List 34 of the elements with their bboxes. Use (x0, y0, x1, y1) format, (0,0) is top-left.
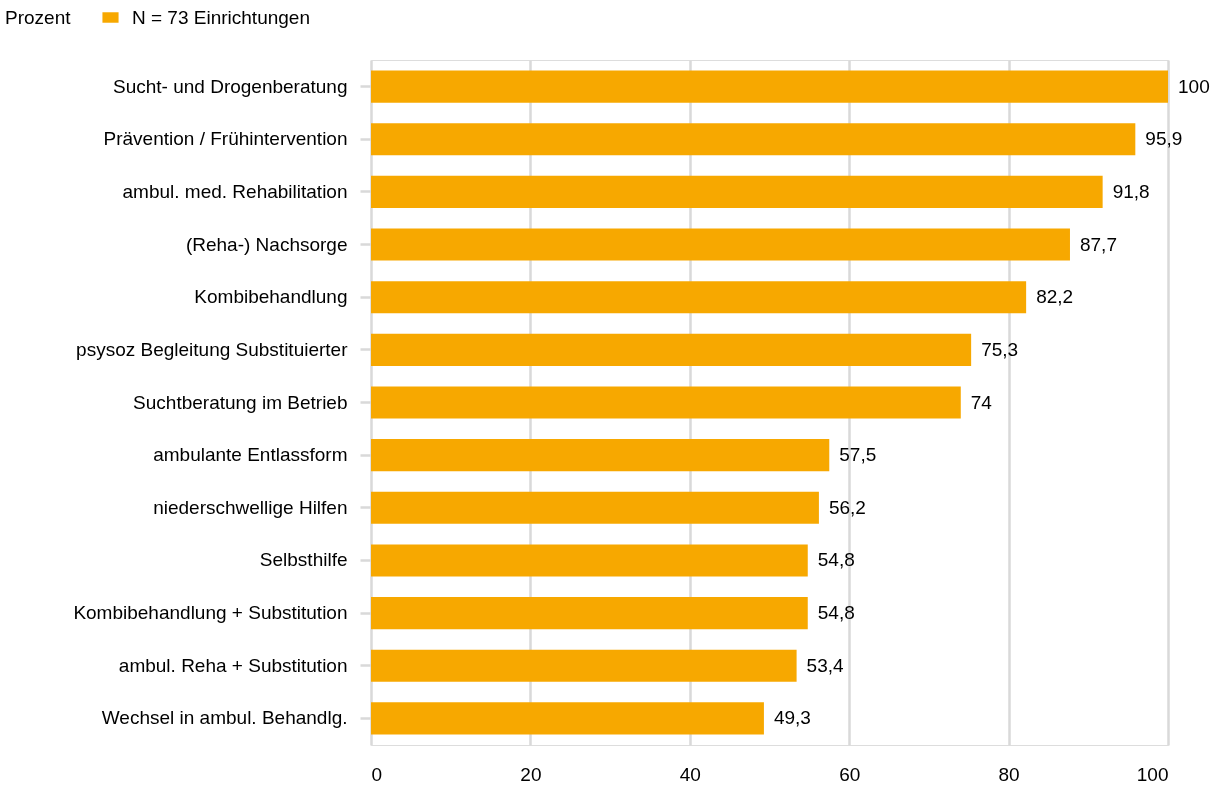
y-tick-label: Wechsel in ambul. Behandlg. (101, 707, 348, 729)
y-tick-label: psysoz Begleitung Substituierter (76, 338, 349, 360)
data-label: 95,9 (1145, 128, 1183, 150)
legend-label: N = 73 Einrichtungen (132, 6, 310, 28)
data-label: 54,8 (817, 602, 855, 624)
legend-title: Prozent (5, 7, 72, 28)
y-tick-label: Prävention / Frühintervention (103, 128, 348, 150)
data-label: 87,7 (1079, 233, 1117, 255)
data-label: 75,3 (981, 338, 1019, 360)
x-tick-label: 100 (1136, 763, 1169, 785)
x-tick-label: 40 (679, 763, 701, 785)
y-tick-label: ambul. Reha + Substitution (118, 654, 348, 676)
data-label: 53,4 (806, 654, 845, 676)
y-tick-label: Kombibehandlung + Substitution (73, 602, 348, 624)
x-tick-label: 20 (520, 763, 542, 785)
y-tick-label: (Reha-) Nachsorge (185, 233, 348, 255)
data-label: 57,5 (839, 444, 877, 466)
data-label: 56,2 (828, 496, 866, 518)
data-label: 82,2 (1036, 286, 1074, 308)
data-label: 100 (1178, 75, 1210, 97)
x-tick-label: 0 (371, 763, 383, 785)
y-tick-label: Kombibehandlung (194, 286, 348, 308)
data-label: 54,8 (817, 549, 855, 571)
data-label: 74 (970, 391, 993, 413)
x-tick-label: 80 (998, 763, 1020, 785)
y-tick-label: Suchtberatung im Betrieb (133, 391, 348, 413)
data-label: 91,8 (1112, 180, 1150, 202)
y-tick-label: Sucht- und Drogenberatung (113, 75, 348, 97)
y-tick-label: niederschwellige Hilfen (153, 496, 348, 518)
y-tick-label: ambulante Entlassform (153, 444, 348, 466)
x-tick-label: 60 (839, 763, 861, 785)
data-label: 49,3 (773, 707, 811, 729)
y-tick-label: Selbsthilfe (259, 549, 348, 571)
y-tick-label: ambul. med. Rehabilitation (122, 180, 348, 202)
